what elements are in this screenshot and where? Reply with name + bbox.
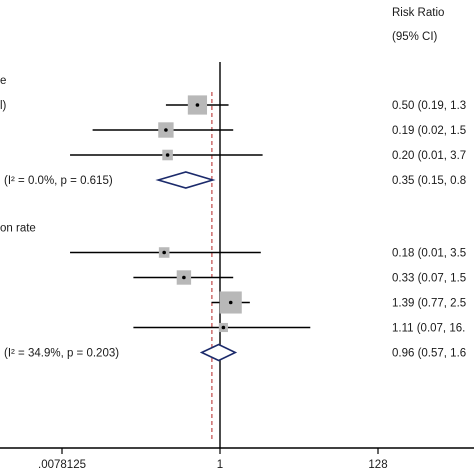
point-estimate bbox=[195, 103, 200, 107]
x-tick-label: .0078125 bbox=[38, 459, 86, 471]
point-estimate bbox=[221, 325, 226, 330]
column-header-ci: (95% CI) bbox=[392, 31, 438, 43]
point-estimate bbox=[162, 250, 166, 255]
study-ci-text: 0.18 (0.01, 3.5 bbox=[392, 248, 466, 260]
study-ci-text: 0.20 (0.01, 3.7 bbox=[392, 150, 466, 162]
group-label: e bbox=[0, 75, 6, 87]
subtotal-ci-text: 0.35 (0.15, 0.8 bbox=[392, 175, 466, 187]
x-tick-label: 128 bbox=[368, 459, 387, 471]
study-ci-text: 1.11 (0.07, 16. bbox=[392, 323, 465, 335]
point-estimate bbox=[182, 275, 186, 280]
point-estimate bbox=[228, 300, 233, 305]
study-ci-text: 0.50 (0.19, 1.3 bbox=[392, 100, 466, 112]
study-label: l) bbox=[0, 100, 7, 112]
subtotal-heterogeneity-label: (I² = 0.0%, p = 0.615) bbox=[4, 175, 113, 187]
group-label: on rate bbox=[0, 223, 36, 235]
point-estimate bbox=[164, 128, 168, 132]
subtotal-heterogeneity-label: (I² = 34.9%, p = 0.203) bbox=[4, 348, 119, 360]
study-ci-text: 0.19 (0.02, 1.5 bbox=[392, 125, 466, 137]
x-tick-label: 1 bbox=[217, 459, 223, 471]
point-estimate bbox=[165, 153, 170, 157]
subtotal-diamond bbox=[199, 343, 238, 362]
column-header-risk-ratio: Risk Ratio bbox=[392, 7, 444, 19]
study-ci-text: 1.39 (0.77, 2.5 bbox=[392, 298, 466, 310]
subtotal-ci-text: 0.96 (0.57, 1.6 bbox=[392, 348, 466, 360]
subtotal-diamond bbox=[155, 171, 216, 189]
study-ci-text: 0.33 (0.07, 1.5 bbox=[392, 273, 466, 285]
